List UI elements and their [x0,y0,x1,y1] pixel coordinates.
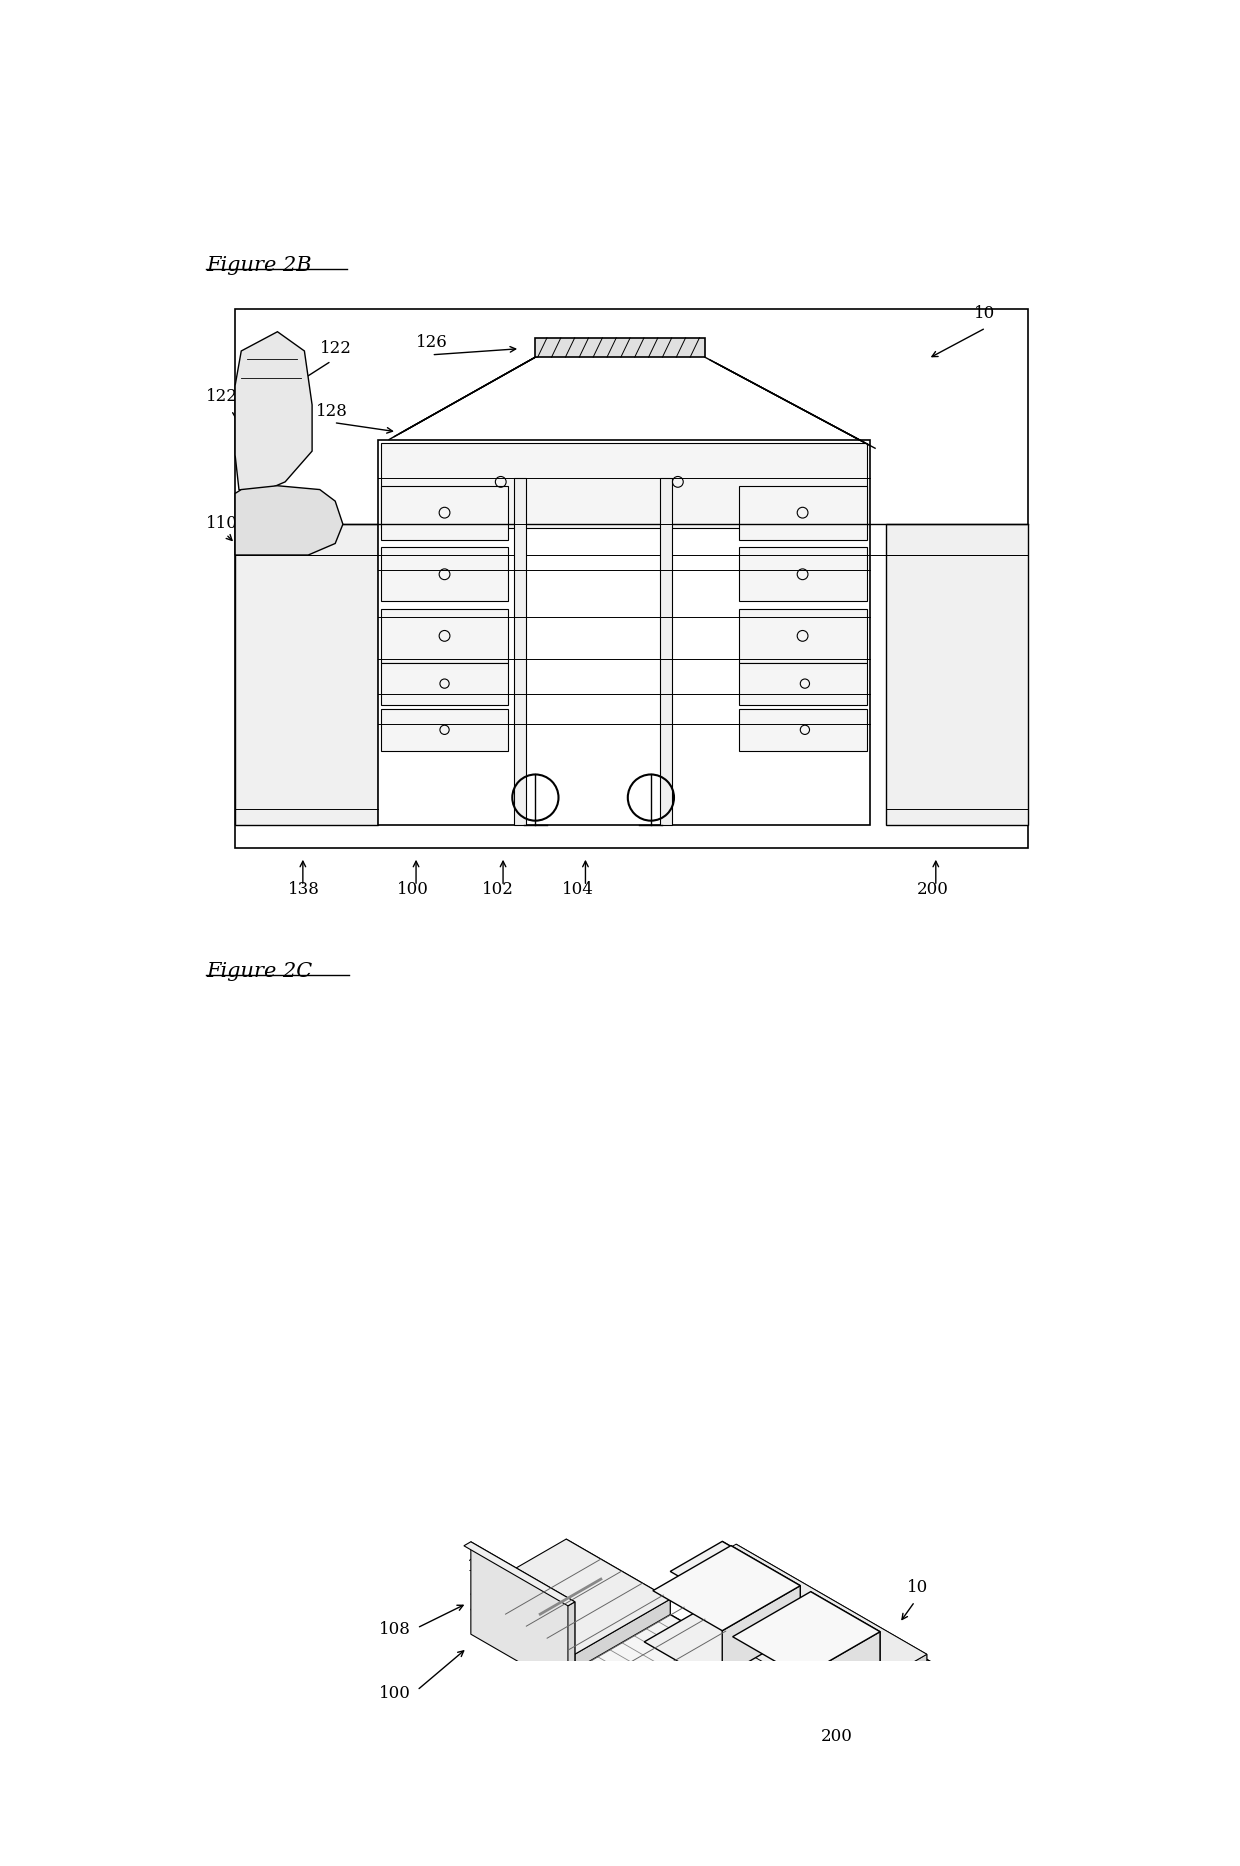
Polygon shape [733,1592,880,1678]
Text: 104: 104 [563,881,594,898]
Text: 200: 200 [916,881,949,898]
Bar [739,485,867,539]
Text: 10: 10 [908,1579,929,1595]
Polygon shape [671,1541,947,1702]
Text: 126: 126 [417,334,448,351]
Polygon shape [722,1541,947,1739]
Bar [739,709,867,752]
Polygon shape [567,1554,878,1760]
Bar [382,485,508,539]
Polygon shape [464,1541,575,1607]
Polygon shape [800,1678,895,1825]
Text: Figure 2B: Figure 2B [206,256,311,276]
Text: 100: 100 [397,881,429,898]
Polygon shape [575,1599,671,1670]
Bar [885,524,1028,825]
Text: 10: 10 [975,304,996,321]
Bar [660,478,672,825]
Text: 122b: 122b [206,388,248,405]
Bar [382,662,508,705]
Bar [739,662,867,705]
Text: 200: 200 [821,1728,852,1745]
Polygon shape [471,1554,878,1789]
Bar [236,308,1028,847]
Polygon shape [737,1545,926,1663]
Polygon shape [653,1545,800,1631]
Text: 108: 108 [378,1622,410,1638]
Bar [377,440,870,825]
Text: 130a: 130a [467,1558,508,1575]
Polygon shape [811,1592,880,1678]
Polygon shape [645,1586,895,1732]
Polygon shape [802,1631,880,1722]
Text: 122: 122 [320,340,352,356]
Bar [513,478,526,825]
Polygon shape [471,1539,671,1653]
Polygon shape [236,485,343,554]
Bar [536,338,704,356]
Bar [382,608,508,662]
Polygon shape [782,1735,878,1814]
Bar [236,524,377,825]
Text: 102: 102 [481,881,513,898]
Text: 100: 100 [378,1685,410,1702]
Polygon shape [895,1672,947,1769]
Polygon shape [471,1541,575,1694]
Bar [382,547,508,601]
Bar [382,444,867,528]
Polygon shape [730,1545,800,1633]
Text: 138: 138 [288,881,320,898]
Bar [739,547,867,601]
Bar [382,709,508,752]
Bar [739,608,867,662]
Polygon shape [236,332,312,493]
Text: 128: 128 [316,403,348,420]
Text: 110: 110 [206,515,238,532]
Polygon shape [883,1655,926,1689]
Text: Figure 2C: Figure 2C [206,961,312,980]
Polygon shape [693,1545,926,1679]
Polygon shape [739,1586,895,1769]
Polygon shape [568,1601,575,1698]
Polygon shape [722,1586,800,1678]
Polygon shape [567,1539,671,1614]
